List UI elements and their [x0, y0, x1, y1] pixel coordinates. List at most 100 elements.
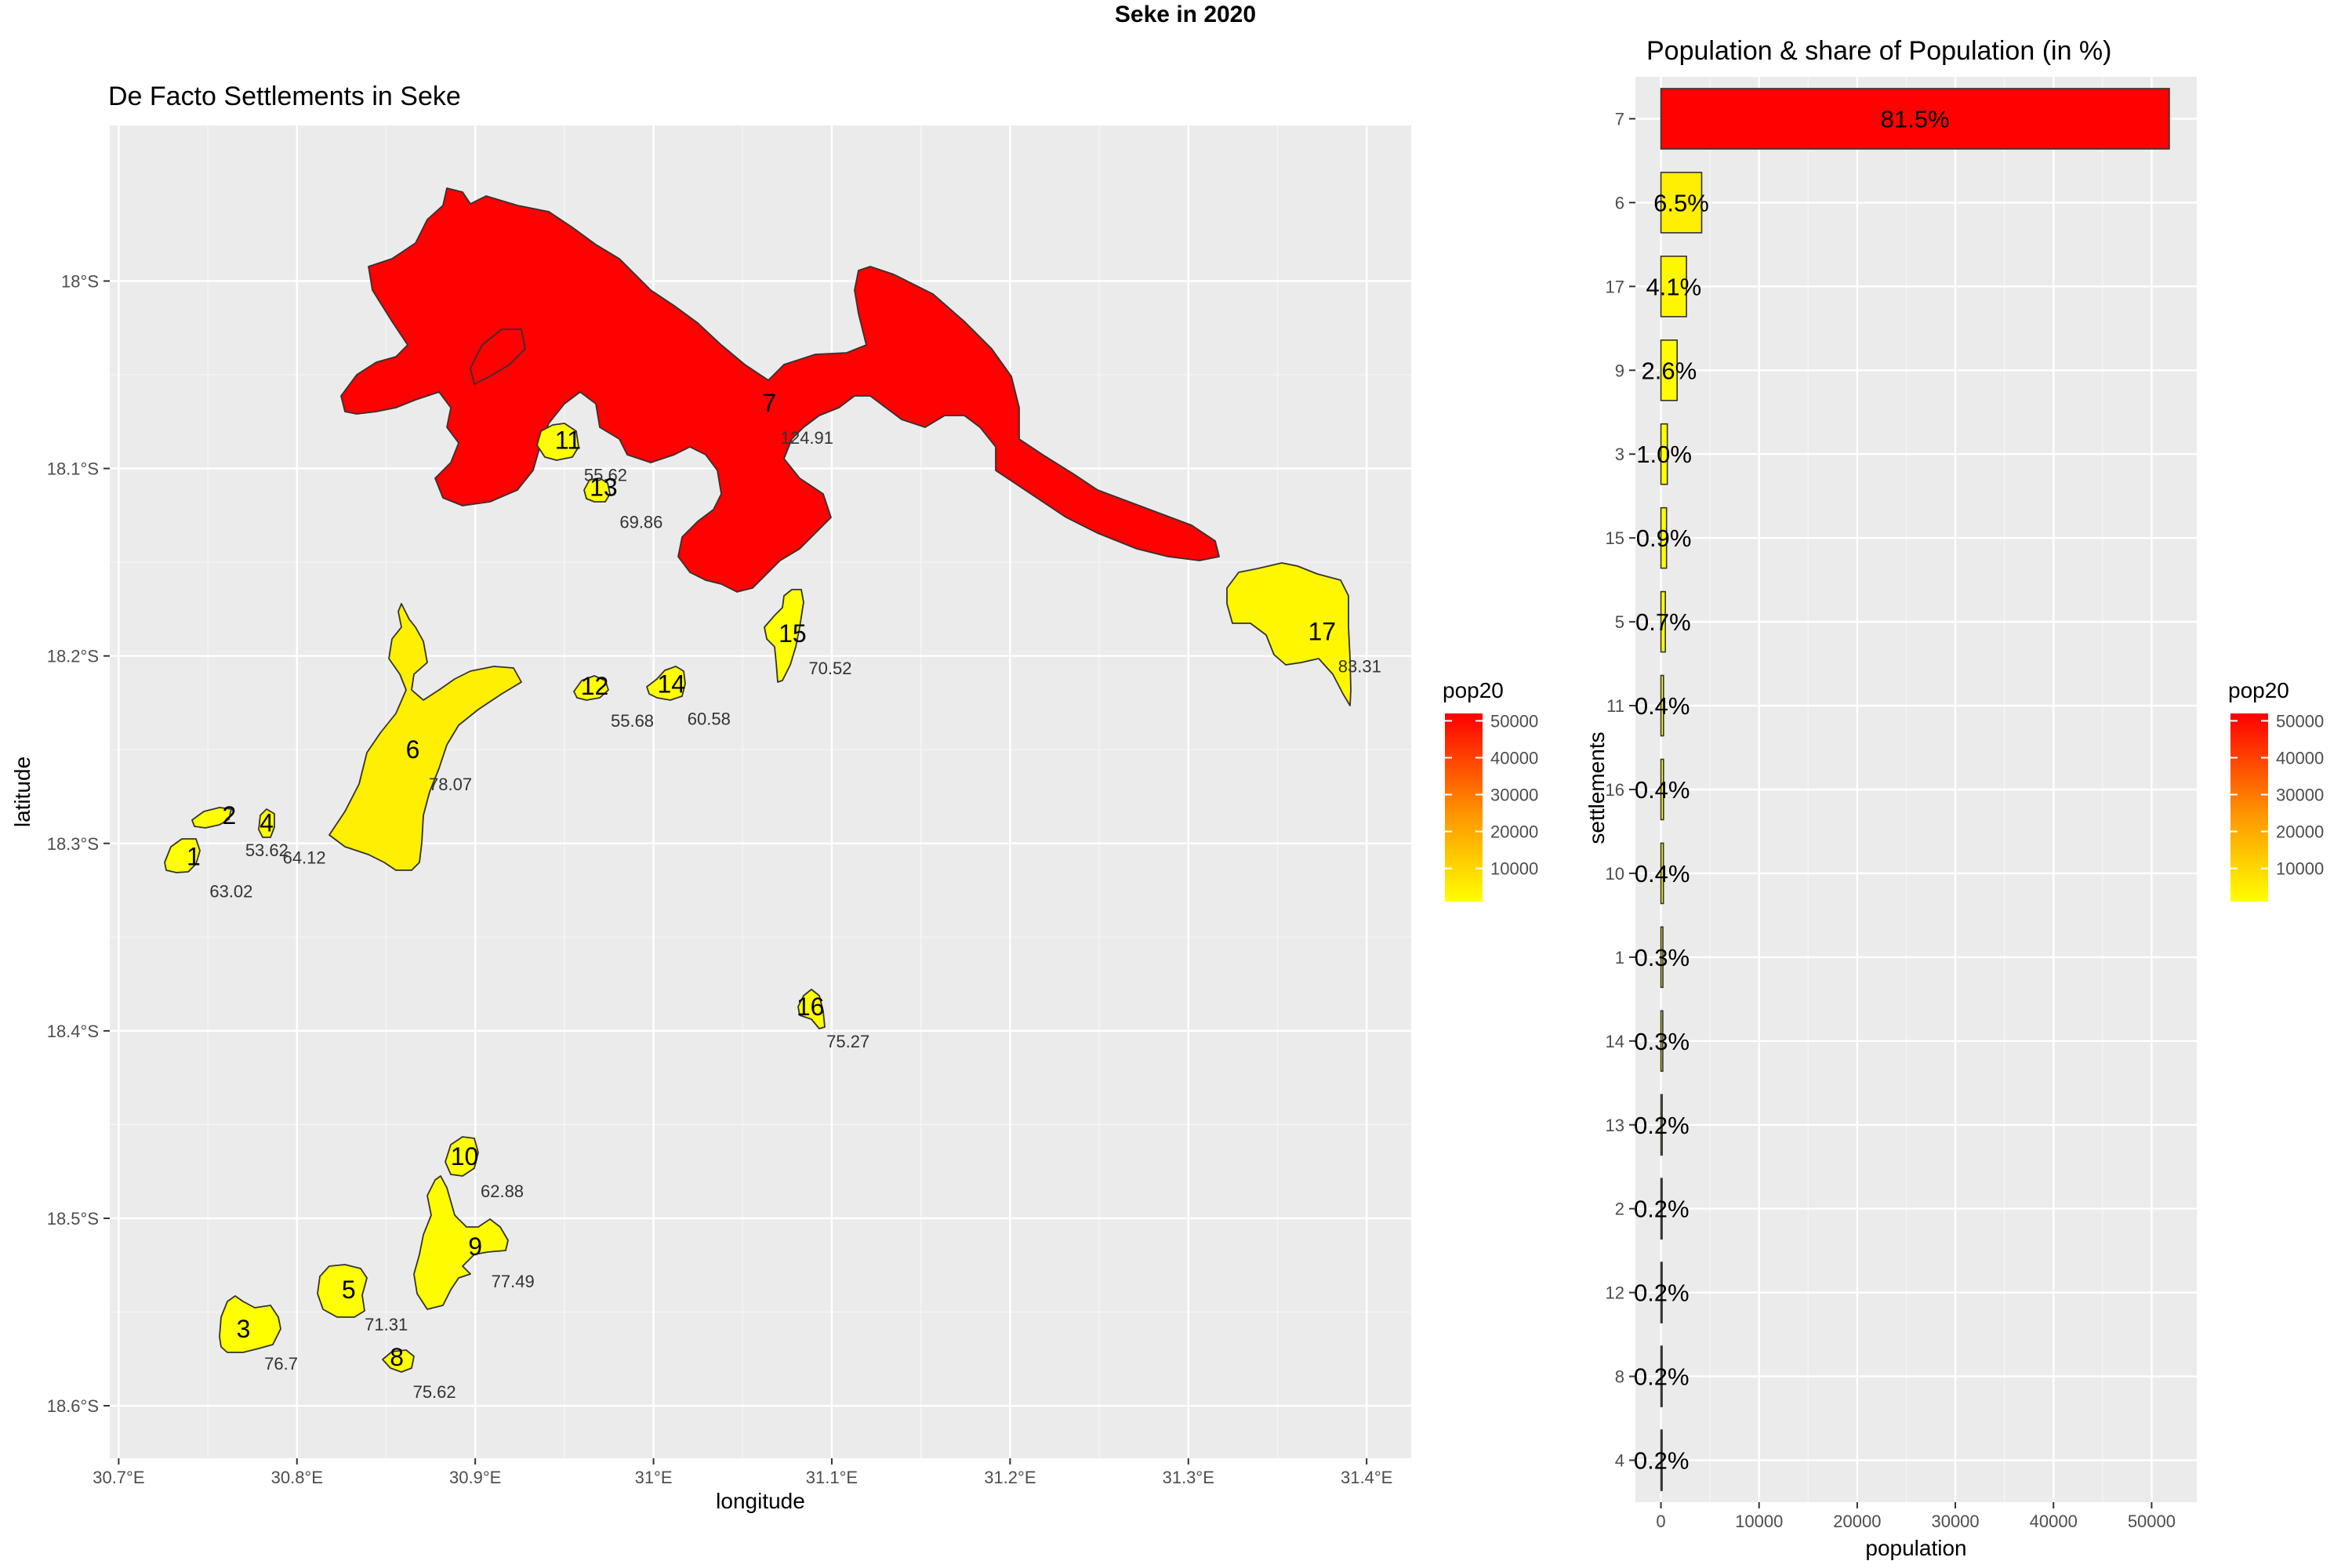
settlement-1-shape — [164, 838, 201, 873]
settlement-14-id-label: 14 — [658, 670, 686, 699]
bar-settlement-9 — [1660, 339, 1678, 401]
map-y-tick-label: 18.1°S — [47, 459, 99, 479]
bar-y-axis: 7 6 17 9 3 15 5 11 16 10 1 14 13 2 12 8 4 — [1606, 109, 1635, 1471]
bar-x-tick-label: 40000 — [2030, 1512, 2078, 1531]
bar-x-axis-title: population — [1865, 1536, 1966, 1560]
settlement-7-shape — [340, 187, 1220, 593]
bar-category-label: 6 — [1615, 193, 1624, 212]
legend-label: 30000 — [2276, 786, 2324, 805]
legend-label: 10000 — [1490, 859, 1538, 879]
map-x-tick-label: 30.9°E — [449, 1468, 501, 1487]
settlement-12-id-label: 12 — [581, 672, 609, 700]
bar-category-label: 17 — [1606, 277, 1624, 296]
settlement-4-id-label: 4 — [260, 808, 274, 837]
map-x-tick-label: 31.1°E — [806, 1468, 858, 1487]
settlement-8-id-label: 8 — [390, 1343, 404, 1371]
bar-x-tick-label: 10000 — [1735, 1512, 1783, 1531]
settlement-13-id-label: 13 — [590, 473, 618, 501]
bar-data-label: 0.3% — [1634, 944, 1690, 971]
settlement-1-id-label: 1 — [187, 842, 201, 870]
legend-label: 10000 — [2276, 859, 2324, 879]
map-title: De Facto Settlements in Seke — [108, 82, 461, 111]
bar-category-label: 5 — [1615, 612, 1624, 632]
bar-data-label: 0.2% — [1634, 1279, 1690, 1307]
settlement-6-value-label: 78.07 — [429, 775, 472, 794]
map-x-tick-label: 30.7°E — [93, 1468, 144, 1487]
map-x-axis: 30.7°E 30.8°E 30.9°E 31°E 31.1°E 31.2°E 31.3°E… — [93, 1458, 1392, 1487]
legend-label: 20000 — [1490, 822, 1538, 842]
settlement-6-id-label: 6 — [406, 735, 420, 764]
bar-x-tick-label: 50000 — [2128, 1512, 2176, 1531]
bar-category-label: 4 — [1615, 1451, 1624, 1471]
map-legend-title: pop20 — [1443, 678, 1504, 702]
settlement-16-id-label: 16 — [797, 993, 825, 1021]
settlement-labels: 1 63.02 2 53.62 3 76.7 4 64.12 5 71.31 6 78.07 7124.… — [187, 389, 1381, 1402]
bar-settlement-2 — [1660, 1178, 1663, 1240]
settlement-8-shape — [382, 1349, 415, 1373]
settlement-17-id-label: 17 — [1308, 618, 1337, 646]
map-legend-colorbar — [1445, 713, 1483, 902]
legend-label: 50000 — [1490, 711, 1538, 731]
bar-data-label: 81.5% — [1881, 105, 1950, 132]
settlement-5-id-label: 5 — [342, 1276, 356, 1304]
settlement-12-value-label: 55.68 — [611, 711, 654, 731]
bar-settlement-3 — [1660, 423, 1668, 485]
settlement-11-value-label: 55.62 — [584, 466, 627, 485]
bar-settlement-16 — [1660, 758, 1664, 821]
legend-label: 40000 — [1490, 748, 1538, 768]
settlement-9-id-label: 9 — [468, 1232, 482, 1261]
bar-x-axis: 0 10000 20000 30000 40000 50000 — [1656, 1502, 2176, 1531]
map-y-axis: 18°S 18.1°S 18.2°S 18.3°S 18.4°S 18.5°S 18.6°S — [47, 271, 110, 1416]
settlement-11-shape — [536, 423, 579, 461]
map-panel — [110, 125, 1411, 1458]
settlement-15-shape — [764, 589, 804, 683]
map-x-tick-label: 31°E — [635, 1468, 673, 1487]
settlement-12-shape — [573, 675, 609, 701]
bar-settlement-6 — [1660, 172, 1703, 234]
bar-category-label: 16 — [1606, 780, 1624, 800]
bar-data-label: 2.6% — [1642, 357, 1697, 384]
settlement-11-id-label: 11 — [555, 426, 581, 455]
settlement-15-value-label: 70.52 — [808, 659, 851, 678]
settlement-2-shape — [191, 807, 232, 829]
bar-category-label: 9 — [1615, 361, 1624, 380]
bar-settlement-13 — [1660, 1094, 1663, 1156]
bar-settlement-7 — [1660, 88, 2170, 150]
bar-data-label: 0.2% — [1634, 1112, 1690, 1139]
bar-data-label: 0.7% — [1635, 608, 1691, 636]
settlement-13-value-label: 69.86 — [619, 512, 662, 532]
bar-data-label: 0.9% — [1636, 524, 1692, 552]
map-y-tick-label: 18.3°S — [47, 834, 99, 854]
bar-legend: pop20 50000 40000 30000 20000 10000 — [2228, 678, 2324, 902]
settlement-14-shape — [646, 666, 686, 701]
bar-settlement-8 — [1660, 1345, 1663, 1407]
bar-legend-labels: 50000 40000 30000 20000 10000 — [2230, 711, 2324, 879]
settlement-9-shape — [413, 1175, 509, 1310]
settlement-4-shape — [258, 808, 275, 838]
bar-data-labels: 81.5% 6.5% 4.1% 2.6% 1.0% 0.9% 0.7% 0.4% 0.4% 0.4… — [1634, 105, 1950, 1474]
settlement-2-id-label: 2 — [222, 801, 236, 829]
map-x-axis-title: longitude — [716, 1489, 805, 1513]
map-legend-labels: 50000 40000 30000 20000 10000 — [1445, 711, 1538, 879]
map-x-tick-label: 31.4°E — [1341, 1468, 1392, 1487]
legend-label: 30000 — [1490, 786, 1538, 805]
settlement-10-id-label: 10 — [451, 1142, 479, 1171]
bar-data-label: 0.2% — [1634, 1363, 1690, 1391]
settlement-15-id-label: 15 — [779, 619, 807, 648]
map-chart: De Facto Settlements in Seke 1 63.02 2 53.6… — [10, 82, 1411, 1513]
legend-label: 40000 — [2276, 748, 2324, 768]
map-y-tick-label: 18.2°S — [47, 647, 99, 666]
map-y-tick-label: 18°S — [61, 271, 99, 291]
settlement-2-value-label: 53.62 — [245, 840, 289, 860]
settlement-polygons — [164, 187, 1352, 1373]
figure-title: Seke in 2020 — [1115, 2, 1256, 27]
map-legend: pop20 50000 40000 30000 20000 10000 — [1443, 678, 1538, 902]
bar-settlement-14 — [1660, 1010, 1664, 1073]
settlement-8-value-label: 75.62 — [413, 1382, 456, 1402]
bar-x-tick-label: 30000 — [1931, 1512, 1979, 1531]
bar-data-label: 4.1% — [1646, 273, 1701, 300]
settlement-10-shape — [445, 1136, 479, 1177]
bar-legend-title: pop20 — [2228, 678, 2289, 702]
bar-category-label: 11 — [1606, 696, 1624, 716]
